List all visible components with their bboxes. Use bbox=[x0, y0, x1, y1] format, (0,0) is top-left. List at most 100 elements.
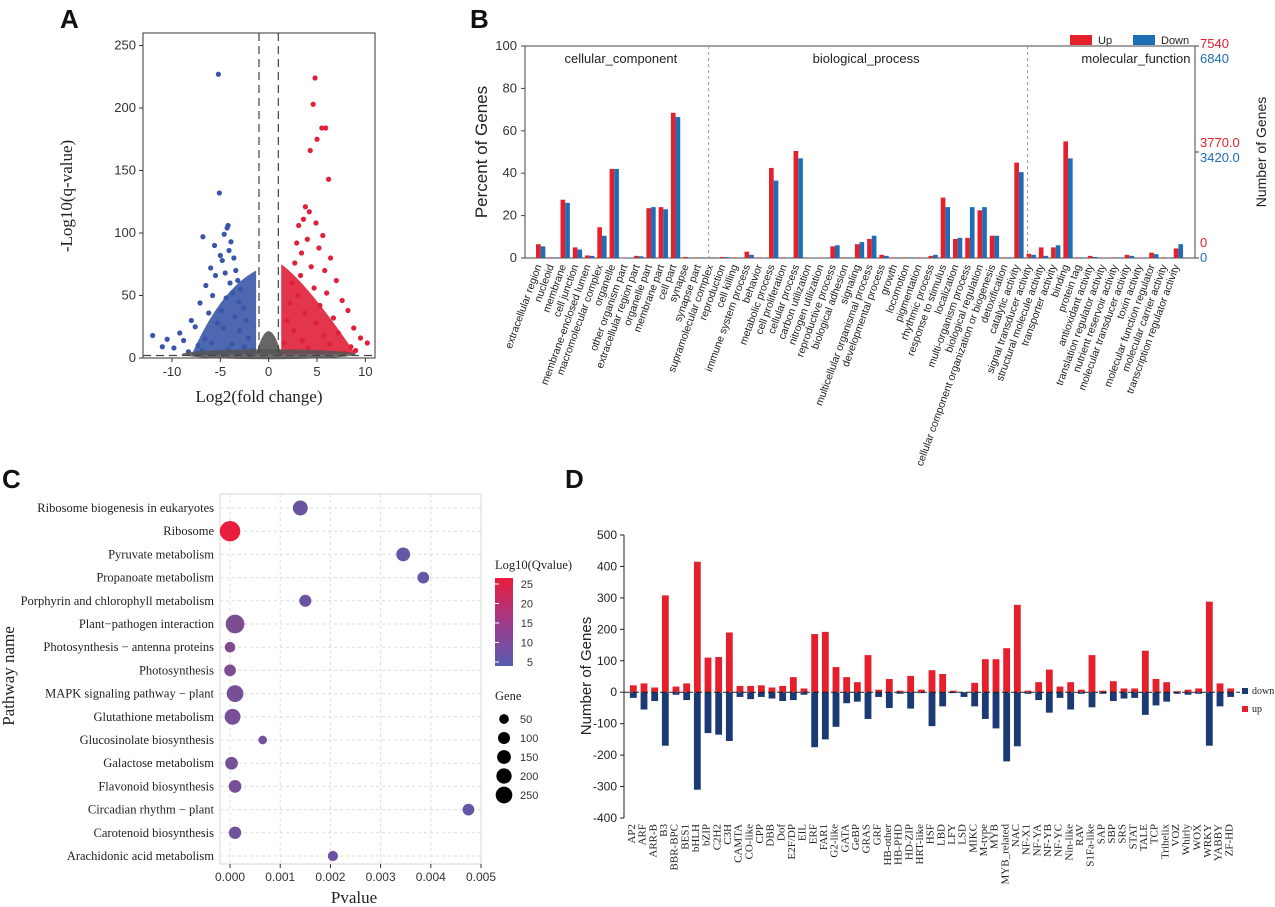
tf-x-label: NF-YB bbox=[1042, 824, 1054, 857]
tf-bar-up bbox=[875, 689, 883, 693]
tf-bar-up bbox=[992, 659, 1000, 693]
go-y-label: Percent of Genes bbox=[472, 86, 491, 218]
panel-letter-c: C bbox=[2, 464, 21, 494]
kegg-pathway-label: Glucosinolate biosynthesis bbox=[80, 733, 214, 747]
volcano-point-up bbox=[364, 340, 370, 346]
tf-x-label: bZIP bbox=[701, 824, 713, 846]
tf-x-label: B3 bbox=[658, 824, 670, 837]
go-bar-up bbox=[634, 255, 639, 258]
volcano-point-up bbox=[292, 260, 298, 266]
kegg-size-label: 50 bbox=[520, 714, 532, 726]
volcano-point-down bbox=[197, 300, 203, 306]
go-bar-down bbox=[1153, 254, 1159, 258]
kegg-x-tick-label: 0.004 bbox=[416, 870, 446, 884]
tf-bar-up bbox=[1227, 688, 1235, 693]
kegg-color-tick-label: 25 bbox=[521, 579, 533, 591]
go-bar-up bbox=[1087, 255, 1093, 258]
go-right-up-label: 7540 bbox=[1200, 36, 1229, 51]
go-bar-up bbox=[1026, 253, 1032, 258]
tf-bar-up bbox=[629, 685, 637, 693]
kegg-pathway-label: Ribosome bbox=[163, 524, 214, 538]
tf-x-label: LBD bbox=[935, 824, 947, 846]
tf-bar-up bbox=[843, 677, 851, 693]
go-bar-up bbox=[572, 247, 578, 258]
go-bar-up bbox=[842, 257, 848, 258]
volcano-point-up bbox=[302, 204, 308, 210]
tf-bar-down bbox=[736, 692, 744, 697]
go-bar-up bbox=[916, 257, 921, 258]
tf-x-label: C3H bbox=[722, 824, 734, 845]
tf-x-label: YABBY bbox=[1213, 824, 1225, 861]
panel-letter-a: A bbox=[60, 4, 79, 34]
go-bar-up bbox=[854, 244, 860, 258]
tf-bar-down bbox=[1035, 692, 1043, 701]
go-bar-up bbox=[658, 207, 664, 258]
tf-x-label: HSF bbox=[925, 824, 937, 844]
go-y-tick-label: 60 bbox=[503, 123, 517, 138]
go-bar-up bbox=[989, 235, 995, 258]
tf-y-tick-label: 100 bbox=[597, 654, 617, 668]
tf-bar-up bbox=[885, 679, 893, 693]
volcano-point-up bbox=[330, 315, 337, 321]
volcano-point-down bbox=[233, 267, 239, 274]
volcano-point-down bbox=[203, 282, 209, 289]
volcano-point-up bbox=[296, 222, 302, 229]
volcano-point-up bbox=[300, 216, 307, 222]
tf-bar-up bbox=[832, 667, 840, 693]
volcano-point-up bbox=[314, 136, 320, 142]
tf-x-label: bHLH bbox=[690, 824, 702, 852]
go-legend-up-swatch bbox=[1070, 35, 1092, 45]
volcano-plot: -10 -5 0 5 10 0 50 100 150 200 250 Log2(fold chan… bbox=[57, 32, 376, 406]
tf-bar-up bbox=[1045, 669, 1053, 693]
tf-bar-down bbox=[1152, 692, 1160, 706]
kegg-bubble bbox=[225, 614, 245, 634]
tf-x-label: Trihelix bbox=[1159, 824, 1171, 860]
tf-bar-up bbox=[779, 685, 787, 693]
kegg-bubbles bbox=[219, 500, 475, 862]
go-bar-down bbox=[589, 255, 595, 258]
tf-bar-up bbox=[971, 682, 979, 693]
volcano-point-down bbox=[206, 310, 212, 316]
tf-x-label: AP2 bbox=[626, 824, 638, 844]
volcano-point-up bbox=[327, 255, 334, 261]
volcano-point-up bbox=[324, 290, 330, 296]
go-legend-down-swatch bbox=[1133, 35, 1155, 45]
tf-x-label: Dof bbox=[775, 824, 787, 841]
tf-bar-down bbox=[1131, 692, 1139, 698]
tf-x-label: LFY bbox=[946, 824, 958, 845]
tf-bar-down bbox=[1013, 692, 1021, 747]
volcano-x-tick-label: 5 bbox=[313, 364, 320, 379]
go-x-label: extracellular region bbox=[503, 263, 545, 351]
tf-x-label: HB-PHD bbox=[893, 824, 905, 865]
go-bar-down bbox=[687, 257, 693, 258]
tf-bar-up bbox=[1184, 689, 1192, 693]
volcano-y-tick-label: 50 bbox=[122, 288, 136, 303]
go-legend-up-label: Up bbox=[1098, 35, 1112, 47]
tf-bar-down bbox=[1024, 692, 1032, 694]
tf-legend: down up bbox=[1242, 686, 1274, 715]
volcano-x-label-text: Log2(fold change) bbox=[196, 387, 323, 406]
tf-bar-down bbox=[907, 692, 915, 709]
tf-x-label: STAT bbox=[1127, 824, 1139, 850]
tf-x-label: CPP bbox=[754, 824, 766, 844]
volcano-point-up bbox=[297, 272, 304, 279]
kegg-bubble bbox=[224, 641, 236, 653]
volcano-point-down bbox=[217, 252, 223, 259]
kegg-size-swatch bbox=[499, 714, 509, 724]
tf-bar-down bbox=[981, 692, 989, 719]
tf-legend-up-swatch bbox=[1242, 706, 1248, 712]
tf-x-label: CO-like bbox=[743, 824, 755, 860]
go-bar-up bbox=[928, 255, 934, 258]
kegg-x-label: Pvalue bbox=[331, 888, 377, 907]
tf-y-tick-label: 500 bbox=[597, 528, 617, 542]
tf-x-label: HB-other bbox=[882, 824, 894, 866]
tf-bar-down bbox=[1067, 692, 1075, 710]
go-bar-down bbox=[884, 255, 889, 258]
go-bar-down bbox=[675, 117, 681, 259]
go-bar-down bbox=[614, 168, 619, 258]
tf-x-label: BBR-BPC bbox=[669, 824, 681, 870]
tf-bar-up bbox=[1152, 679, 1160, 693]
tf-bar-up bbox=[939, 673, 947, 693]
go-bar-down bbox=[896, 257, 901, 258]
kegg-x-ticks: 0.000 0.001 0.002 0.003 0.004 0.005 bbox=[215, 864, 496, 884]
